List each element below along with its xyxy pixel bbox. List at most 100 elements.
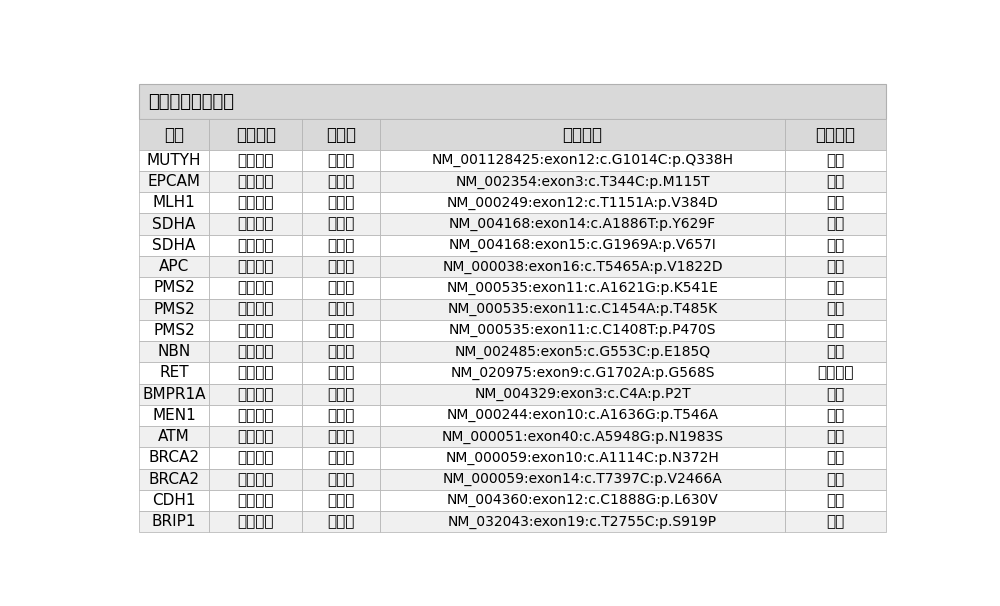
Text: MLH1: MLH1 [153,195,195,210]
Text: 良性: 良性 [826,493,845,508]
Text: 良性: 良性 [826,195,845,210]
Bar [380,192,785,213]
Bar [302,362,380,384]
Text: 基因型: 基因型 [326,125,356,144]
Text: NM_000059:exon10:c.A1114C:p.N372H: NM_000059:exon10:c.A1114C:p.N372H [446,451,719,465]
Text: 杂合子: 杂合子 [328,514,355,529]
Text: PMS2: PMS2 [153,302,195,317]
Text: NM_001128425:exon12:c.G1014C:p.Q338H: NM_001128425:exon12:c.G1014C:p.Q338H [432,153,734,167]
Bar [139,150,209,171]
Text: ATM: ATM [158,429,190,444]
Bar [785,119,886,150]
Bar [139,171,209,192]
Bar [209,171,302,192]
Text: NM_020975:exon9:c.G1702A:p.G568S: NM_020975:exon9:c.G1702A:p.G568S [450,366,715,380]
Text: MEN1: MEN1 [152,408,196,423]
Text: RET: RET [159,365,189,381]
Text: 杂合子: 杂合子 [328,344,355,359]
Bar [380,405,785,426]
Text: 良性: 良性 [826,514,845,529]
Bar [302,171,380,192]
Bar [139,384,209,405]
Text: 基因: 基因 [164,125,184,144]
Bar [785,320,886,341]
Bar [785,278,886,299]
Text: 良性: 良性 [826,344,845,359]
Text: 错义突变: 错义突变 [237,302,274,317]
Text: 良性: 良性 [826,323,845,338]
Bar [139,511,209,532]
Text: 错义突变: 错义突变 [237,281,274,295]
Bar [139,362,209,384]
Text: 杂合子: 杂合子 [328,365,355,381]
Text: 错义突变: 错义突变 [237,344,274,359]
Text: 纯合子: 纯合子 [328,174,355,189]
Text: NM_000249:exon12:c.T1151A:p.V384D: NM_000249:exon12:c.T1151A:p.V384D [447,196,718,210]
Text: NM_000244:exon10:c.A1636G:p.T546A: NM_000244:exon10:c.A1636G:p.T546A [447,408,719,422]
Text: 良性: 良性 [826,387,845,402]
Bar [209,468,302,490]
Bar [785,213,886,235]
Bar [209,213,302,235]
Text: NBN: NBN [157,344,191,359]
Text: BRCA2: BRCA2 [148,471,199,487]
Text: BRCA2: BRCA2 [148,450,199,465]
Text: 纯合子: 纯合子 [328,429,355,444]
Bar [302,468,380,490]
Text: 良性: 良性 [826,408,845,423]
Text: 错义突变: 错义突变 [237,493,274,508]
Text: NM_004360:exon12:c.C1888G:p.L630V: NM_004360:exon12:c.C1888G:p.L630V [447,493,718,507]
Bar [785,490,886,511]
Text: NM_000535:exon11:c.A1621G:p.K541E: NM_000535:exon11:c.A1621G:p.K541E [447,281,718,295]
Bar [380,341,785,362]
Text: 杂合子: 杂合子 [328,153,355,168]
Bar [302,447,380,468]
Text: 错义突变: 错义突变 [237,514,274,529]
Text: 良性: 良性 [826,471,845,487]
Bar [380,150,785,171]
Bar [380,362,785,384]
Bar [302,341,380,362]
Bar [380,447,785,468]
Text: 良性: 良性 [826,238,845,253]
Text: 突变位点: 突变位点 [563,125,603,144]
Text: NM_032043:exon19:c.T2755C:p.S919P: NM_032043:exon19:c.T2755C:p.S919P [448,514,717,528]
Text: 杂合子: 杂合子 [328,238,355,253]
Text: 良性: 良性 [826,450,845,465]
Bar [139,405,209,426]
Bar [380,490,785,511]
Text: 良性: 良性 [826,259,845,274]
Text: 错义突变: 错义突变 [237,238,274,253]
Bar [380,278,785,299]
Text: NM_002485:exon5:c.G553C:p.E185Q: NM_002485:exon5:c.G553C:p.E185Q [454,345,711,359]
Text: 杂合子: 杂合子 [328,408,355,423]
Text: 错义突变: 错义突变 [237,323,274,338]
Text: 错义突变: 错义突变 [237,471,274,487]
Bar [302,119,380,150]
Text: 错义突变: 错义突变 [237,408,274,423]
Bar [139,299,209,320]
Text: NM_000038:exon16:c.T5465A:p.V1822D: NM_000038:exon16:c.T5465A:p.V1822D [442,259,723,274]
Bar [209,447,302,468]
Bar [139,447,209,468]
Text: BMPR1A: BMPR1A [142,387,206,402]
Bar [209,405,302,426]
Bar [785,405,886,426]
Text: 错义突变: 错义突变 [237,365,274,381]
Bar [139,84,886,119]
Text: NM_002354:exon3:c.T344C:p.M115T: NM_002354:exon3:c.T344C:p.M115T [455,175,710,188]
Bar [380,119,785,150]
Bar [209,426,302,447]
Text: NM_004329:exon3:c.C4A:p.P2T: NM_004329:exon3:c.C4A:p.P2T [474,387,691,401]
Text: 错义突变: 错义突变 [237,216,274,231]
Text: 纯合子: 纯合子 [328,471,355,487]
Bar [302,150,380,171]
Text: 突变类型: 突变类型 [236,125,276,144]
Bar [209,384,302,405]
Bar [785,447,886,468]
Text: 良性: 良性 [826,302,845,317]
Bar [785,192,886,213]
Bar [302,192,380,213]
Text: 杂合子: 杂合子 [328,323,355,338]
Text: 杂合子: 杂合子 [328,493,355,508]
